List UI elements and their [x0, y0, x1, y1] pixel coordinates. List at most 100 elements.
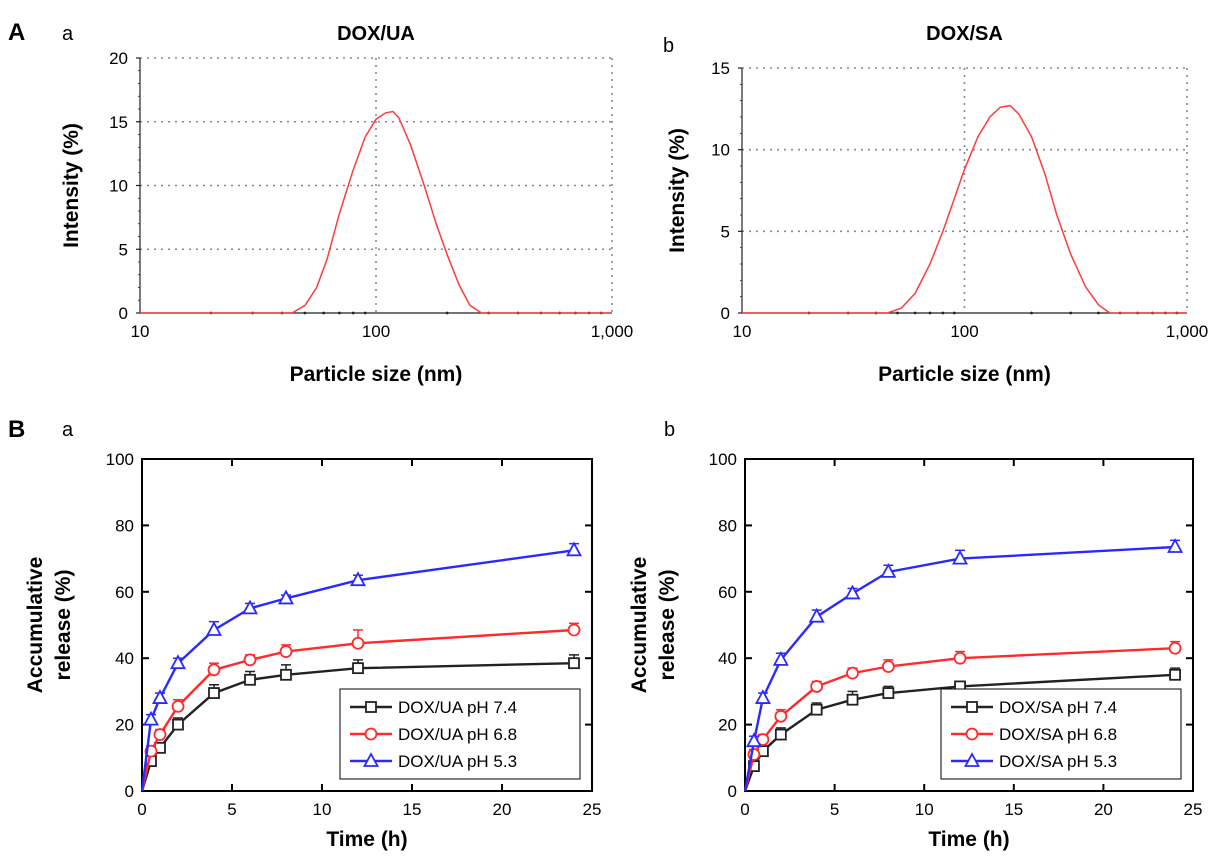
- x-axis-label: Time (h): [326, 828, 407, 851]
- plot-frame: [744, 458, 1194, 792]
- y-tick-label: 0: [119, 304, 128, 323]
- chart-title: DOX/SA: [926, 23, 1003, 45]
- data-point: [881, 660, 895, 673]
- data-point: [205, 621, 223, 636]
- data-point: [844, 584, 861, 600]
- x-axis-label: Particle size (nm): [290, 363, 463, 386]
- y-tick-label: 20: [718, 716, 737, 735]
- x-minor-tick: [913, 311, 917, 315]
- x-tick-label: 5: [830, 800, 839, 819]
- series-2: [743, 538, 1184, 792]
- x-minor-tick: [1097, 311, 1100, 315]
- y-tick-label: 10: [711, 141, 730, 160]
- chart-dox-sa-size: b DOX/SA 0 5 10 15 10 100 1,000 Particle size (nm…: [663, 23, 1208, 386]
- x-tick-label: 20: [1094, 800, 1113, 819]
- x-tick-label: 1,000: [1166, 322, 1209, 341]
- y-axis-label-line1: Accumulative: [24, 557, 47, 694]
- x-axis-label: Particle size (nm): [878, 363, 1051, 386]
- data-point: [565, 541, 583, 557]
- data-point: [846, 666, 859, 680]
- data-point: [277, 589, 295, 605]
- data-point: [810, 680, 824, 693]
- x-tick-label: 10: [131, 322, 150, 341]
- data-point: [280, 668, 292, 681]
- legend-marker: [963, 752, 981, 767]
- panel-sublabel: b: [664, 419, 675, 441]
- legend-marker: [365, 701, 377, 713]
- x-minor-tick: [952, 311, 956, 315]
- data-point: [241, 599, 259, 615]
- data-point: [352, 662, 364, 675]
- y-tick-label: 60: [115, 583, 134, 602]
- data-point: [772, 650, 789, 666]
- y-tick-label: 20: [109, 49, 128, 68]
- y-tick-label: 15: [109, 113, 128, 132]
- data-point: [351, 636, 365, 650]
- y-tick-label: 0: [728, 782, 737, 801]
- y-axis-label-line1: Accumulative: [628, 557, 651, 694]
- y-tick-label: 40: [718, 649, 737, 668]
- data-point: [774, 709, 788, 723]
- data-point: [745, 732, 762, 748]
- y-tick-label: 100: [709, 450, 737, 469]
- legend-label: DOX/UA pH 5.3: [398, 752, 517, 771]
- y-axis-label-line2: release (%): [656, 570, 679, 681]
- x-minor-tick: [1069, 311, 1073, 315]
- x-minor-tick: [896, 311, 899, 315]
- data-point: [754, 689, 771, 704]
- x-minor-tick: [351, 311, 355, 315]
- legend: DOX/UA pH 7.4 DOX/UA pH 6.8 DOX/UA pH 5.3: [339, 688, 581, 780]
- x-tick-label: 0: [137, 800, 146, 819]
- y-tick-label: 5: [119, 240, 128, 259]
- data-point: [774, 728, 787, 741]
- x-tick-label: 10: [313, 800, 332, 819]
- x-tick-label: 25: [1184, 800, 1203, 819]
- y-tick-label: 10: [109, 177, 128, 196]
- data-point: [153, 728, 167, 741]
- data-point: [171, 699, 185, 713]
- series-1: [140, 622, 581, 792]
- data-point: [243, 653, 257, 667]
- x-minor-tick: [1030, 311, 1033, 315]
- x-minor-tick: [303, 311, 307, 315]
- data-point: [1167, 538, 1184, 553]
- x-axis-label: Time (h): [928, 828, 1009, 851]
- data-point: [349, 571, 367, 587]
- data-point: [882, 687, 895, 699]
- panel-sublabel: b: [663, 35, 674, 57]
- y-axis-label: Intensity (%): [666, 128, 689, 253]
- legend-marker: [362, 752, 380, 767]
- chart-dox-ua-size: a DOX/UA 0 5 10 15 20 10 100 1,000 Particle size (…: [60, 23, 633, 386]
- x-tick-label: 25: [583, 800, 602, 819]
- x-tick-label: 5: [227, 800, 236, 819]
- legend-label: DOX/SA pH 5.3: [999, 752, 1117, 771]
- y-tick-label: 80: [115, 516, 134, 535]
- x-minor-tick: [322, 311, 326, 315]
- panel-sublabel: a: [62, 23, 74, 45]
- y-tick-label: 40: [115, 649, 134, 668]
- x-tick-label: 0: [740, 800, 749, 819]
- x-tick-label: 1,000: [591, 322, 634, 341]
- y-tick-label: 15: [711, 59, 730, 78]
- panel-label-B: B: [8, 416, 25, 443]
- series-curve-0: [742, 104, 1187, 314]
- data-point: [172, 718, 184, 731]
- legend-marker: [364, 727, 378, 741]
- data-point: [567, 623, 581, 637]
- data-point: [142, 710, 160, 726]
- y-tick-label: 20: [115, 716, 134, 735]
- data-point: [208, 687, 220, 699]
- legend-marker: [966, 701, 978, 713]
- plot-frame: [141, 458, 593, 792]
- x-tick-label: 15: [1004, 800, 1023, 819]
- legend: DOX/SA pH 7.4 DOX/SA pH 6.8 DOX/SA pH 5.3: [940, 688, 1182, 780]
- x-minor-tick: [941, 311, 945, 315]
- legend-marker: [965, 727, 979, 741]
- y-tick-label: 0: [721, 304, 730, 323]
- x-tick-label: 100: [362, 322, 390, 341]
- data-point: [953, 651, 967, 665]
- data-point: [169, 654, 187, 670]
